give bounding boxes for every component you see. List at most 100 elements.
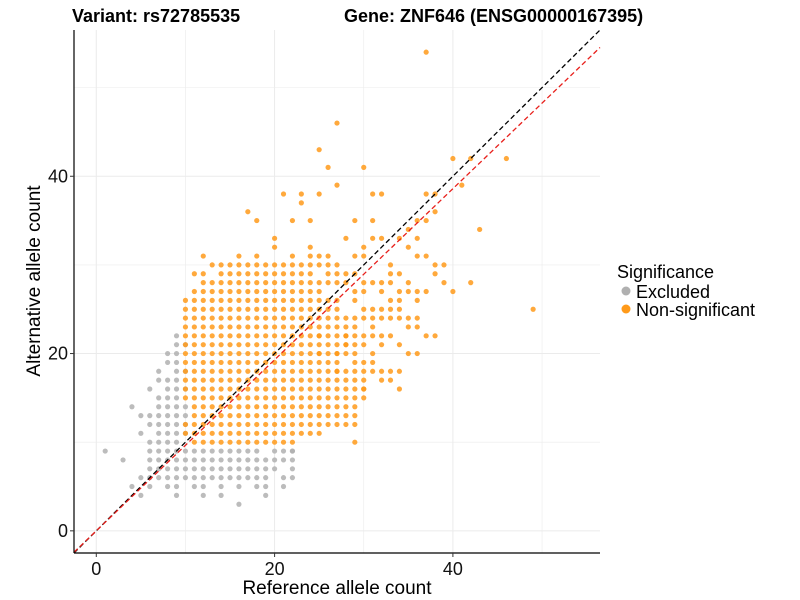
data-point bbox=[298, 377, 304, 383]
data-point bbox=[361, 253, 367, 259]
data-point bbox=[263, 430, 269, 436]
data-point bbox=[298, 306, 304, 312]
data-point bbox=[182, 457, 189, 463]
data-point bbox=[414, 315, 420, 321]
data-point bbox=[280, 413, 287, 419]
data-point bbox=[343, 377, 349, 383]
data-point bbox=[316, 191, 322, 197]
data-point bbox=[352, 413, 358, 419]
data-point bbox=[423, 217, 429, 224]
data-point bbox=[280, 377, 287, 383]
data-point bbox=[254, 324, 260, 330]
data-point bbox=[325, 377, 331, 383]
data-point bbox=[280, 448, 287, 454]
data-point bbox=[343, 350, 349, 357]
data-point bbox=[298, 395, 304, 401]
data-point bbox=[173, 350, 180, 357]
reference-lines bbox=[73, 29, 601, 554]
data-point bbox=[218, 483, 224, 490]
data-point bbox=[147, 386, 153, 392]
data-point bbox=[414, 235, 420, 241]
data-point bbox=[343, 315, 349, 321]
data-point bbox=[200, 439, 206, 445]
data-point bbox=[218, 262, 224, 268]
data-point bbox=[334, 368, 340, 374]
data-point bbox=[298, 386, 304, 392]
data-point bbox=[325, 164, 331, 170]
data-point bbox=[200, 350, 206, 357]
data-point bbox=[280, 315, 287, 321]
data-point bbox=[245, 386, 251, 392]
data-point bbox=[414, 253, 420, 259]
data-point bbox=[165, 395, 171, 401]
data-point bbox=[378, 368, 385, 374]
data-point bbox=[173, 421, 180, 428]
data-point bbox=[147, 448, 153, 454]
x-tick-label: 20 bbox=[265, 559, 285, 579]
data-point bbox=[289, 297, 296, 303]
data-point bbox=[218, 271, 224, 277]
data-point bbox=[227, 271, 233, 277]
y-tick-label: 20 bbox=[48, 344, 68, 364]
data-point bbox=[361, 359, 367, 366]
data-point bbox=[280, 439, 287, 445]
data-point bbox=[361, 164, 367, 170]
data-point bbox=[298, 297, 304, 303]
data-point bbox=[325, 359, 331, 366]
data-point bbox=[200, 475, 206, 481]
data-point bbox=[173, 475, 180, 481]
data-point bbox=[298, 315, 304, 321]
data-point bbox=[156, 377, 162, 383]
data-point bbox=[289, 350, 296, 357]
data-point bbox=[191, 350, 197, 357]
data-point bbox=[334, 395, 340, 401]
data-point bbox=[423, 288, 429, 295]
data-point bbox=[271, 297, 278, 303]
data-point bbox=[307, 280, 313, 286]
data-point bbox=[289, 253, 296, 259]
data-point bbox=[298, 350, 304, 357]
data-point bbox=[307, 288, 313, 295]
data-point bbox=[343, 395, 349, 401]
data-point bbox=[227, 404, 233, 410]
data-point bbox=[200, 466, 206, 472]
data-point bbox=[218, 466, 224, 472]
data-point bbox=[227, 475, 233, 481]
data-point bbox=[227, 297, 233, 303]
data-point bbox=[200, 386, 206, 392]
data-point bbox=[218, 359, 224, 366]
data-point bbox=[245, 350, 251, 357]
data-point bbox=[236, 280, 242, 286]
data-point bbox=[289, 386, 296, 392]
data-point bbox=[209, 430, 215, 436]
data-point bbox=[280, 404, 287, 410]
data-point bbox=[236, 483, 242, 490]
data-point bbox=[334, 377, 340, 383]
data-point bbox=[316, 413, 322, 419]
data-point bbox=[298, 404, 304, 410]
data-point bbox=[334, 280, 340, 286]
data-point bbox=[138, 430, 144, 436]
data-point bbox=[218, 377, 224, 383]
data-point bbox=[218, 333, 224, 339]
data-point bbox=[414, 288, 420, 295]
data-point bbox=[156, 457, 162, 463]
data-point bbox=[289, 413, 296, 419]
data-point bbox=[165, 413, 171, 419]
data-point bbox=[289, 377, 296, 383]
data-point bbox=[477, 226, 483, 233]
data-point bbox=[254, 404, 260, 410]
data-point bbox=[334, 421, 340, 428]
data-point bbox=[245, 404, 251, 410]
data-point bbox=[280, 306, 287, 312]
legend-label-non-significant: Non-significant bbox=[636, 300, 755, 320]
data-point bbox=[307, 244, 313, 250]
data-point bbox=[298, 200, 304, 206]
data-point bbox=[245, 271, 251, 277]
data-point bbox=[236, 262, 242, 268]
data-point bbox=[236, 457, 242, 463]
data-point bbox=[236, 439, 242, 445]
data-point bbox=[263, 457, 269, 463]
data-point bbox=[165, 359, 171, 366]
data-point bbox=[298, 191, 304, 197]
